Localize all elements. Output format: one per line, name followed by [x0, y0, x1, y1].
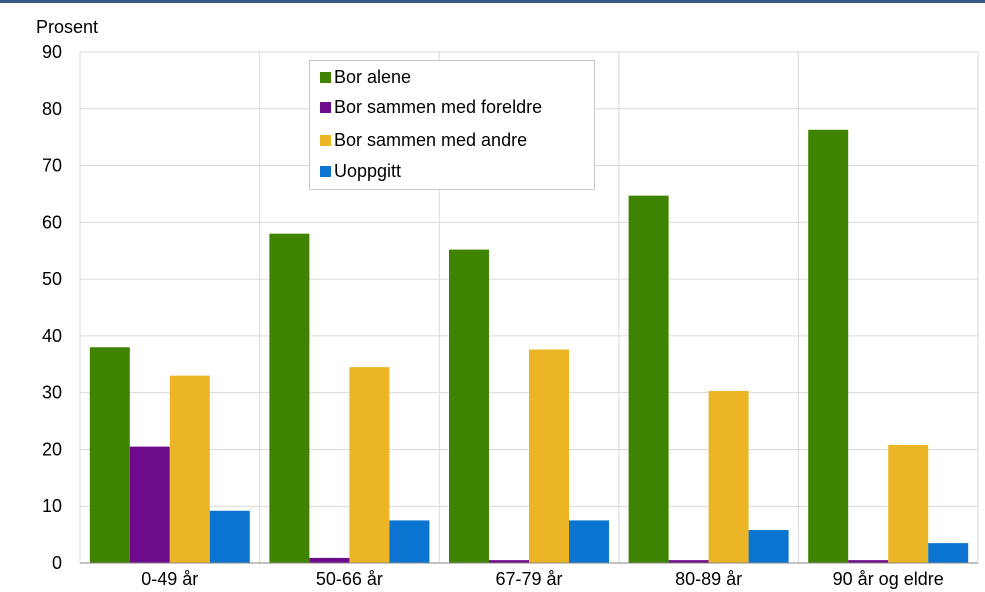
legend-label: Uoppgitt	[334, 160, 402, 181]
legend-label: Bor sammen med foreldre	[334, 96, 543, 117]
bar-bor-sammen-med-foreldre-4	[848, 560, 889, 563]
legend-label: Bor alene	[334, 66, 412, 87]
legend-swatch-uoppgitt	[320, 165, 331, 177]
legend-swatch-bor-alene	[320, 71, 331, 83]
bar-bor-alene-2	[449, 249, 489, 563]
x-tick-label: 80-89 år	[675, 569, 742, 589]
bar-bor-alene-0	[89, 347, 130, 563]
y-tick-label: 20	[42, 439, 62, 459]
bar-bor-alene-1	[269, 233, 310, 563]
bar-bor-sammen-med-andre-1	[349, 367, 390, 563]
chart-legend: Bor alene Bor sammen med foreldre Bor sa…	[309, 60, 595, 190]
legend-item-uoppgitt: Uoppgitt	[320, 159, 401, 183]
bar-bor-alene-3	[628, 195, 669, 564]
bar-bor-alene-4	[808, 129, 849, 563]
bar-bor-sammen-med-andre-4	[888, 444, 929, 563]
bar-uoppgitt-3	[748, 530, 789, 563]
bar-bor-sammen-med-andre-3	[708, 390, 749, 563]
legend-item-bor-alene: Bor alene	[320, 65, 411, 89]
bar-uoppgitt-0	[209, 510, 250, 563]
legend-item-bor-sammen-med-andre: Bor sammen med andre	[320, 128, 527, 152]
y-tick-label: 50	[42, 269, 62, 289]
y-tick-label: 80	[42, 99, 62, 119]
top-rule	[0, 0, 985, 3]
legend-item-bor-sammen-med-foreldre: Bor sammen med foreldre	[320, 95, 542, 119]
bar-bor-sammen-med-foreldre-0	[129, 446, 170, 563]
x-tick-label: 90 år og eldre	[833, 569, 944, 589]
x-tick-label: 0-49 år	[141, 569, 198, 589]
bar-bor-sammen-med-andre-2	[529, 349, 569, 563]
x-tick-label: 50-66 år	[316, 569, 383, 589]
y-tick-label: 0	[52, 553, 62, 573]
y-axis-title: Prosent	[36, 17, 98, 37]
legend-swatch-bor-sammen-med-foreldre	[320, 101, 331, 113]
y-tick-label: 60	[42, 212, 62, 232]
y-tick-label: 30	[42, 383, 62, 403]
x-tick-label: 67-79 år	[495, 569, 562, 589]
y-tick-label: 10	[42, 496, 62, 516]
bar-uoppgitt-1	[389, 520, 430, 563]
bar-uoppgitt-4	[928, 543, 969, 563]
y-tick-label: 40	[42, 326, 62, 346]
y-tick-label: 70	[42, 156, 62, 176]
legend-label: Bor sammen med andre	[334, 129, 528, 150]
bar-bor-sammen-med-foreldre-1	[309, 557, 350, 563]
bar-uoppgitt-2	[569, 520, 609, 563]
bar-bor-sammen-med-foreldre-2	[489, 560, 529, 563]
bar-bor-sammen-med-andre-0	[169, 375, 210, 563]
legend-swatch-bor-sammen-med-andre	[320, 134, 331, 146]
y-tick-label: 90	[42, 42, 62, 62]
bar-bor-sammen-med-foreldre-3	[668, 560, 709, 563]
